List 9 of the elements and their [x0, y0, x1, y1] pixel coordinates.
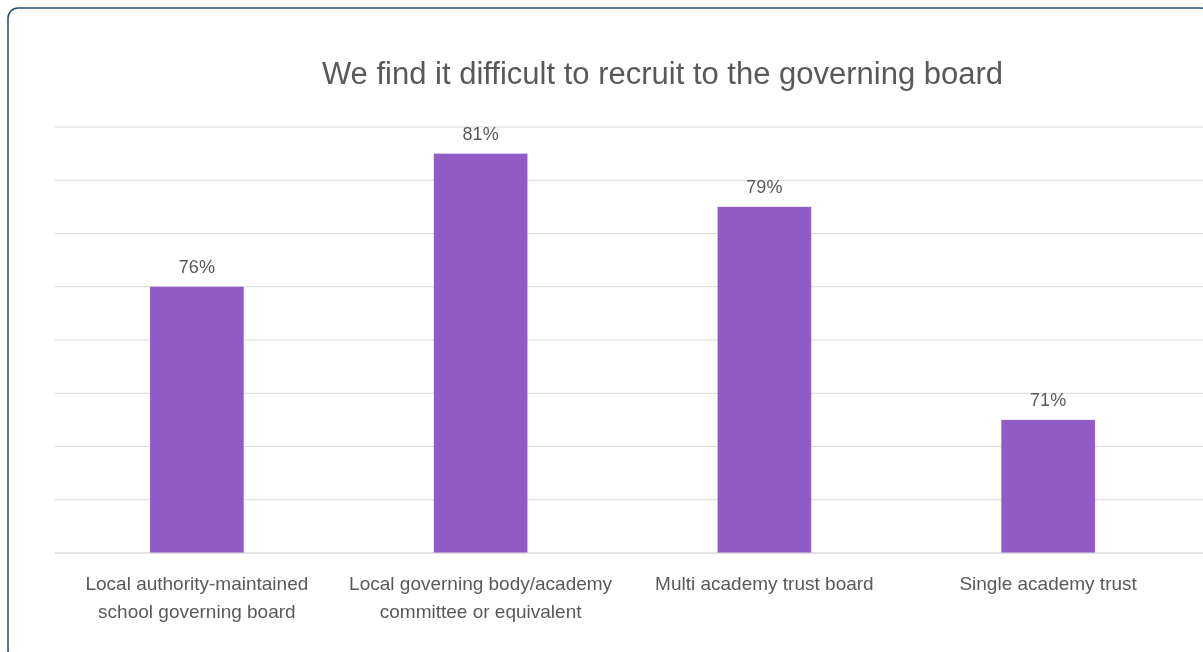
data-label: 76% — [178, 256, 215, 277]
x-tick-label: Single academy trust — [959, 573, 1138, 594]
data-label: 71% — [1030, 389, 1067, 410]
data-label: 81% — [462, 123, 499, 144]
x-tick-label: Local authority-maintained school governing board — [85, 573, 309, 622]
x-tick-label: Local governing body/academy committee or equivalent — [349, 573, 613, 622]
x-tick-label: Multi academy trust board — [655, 573, 874, 594]
data-label: 79% — [746, 176, 783, 197]
chart-title: We find it difficult to recruit to the governing board — [321, 56, 1004, 91]
